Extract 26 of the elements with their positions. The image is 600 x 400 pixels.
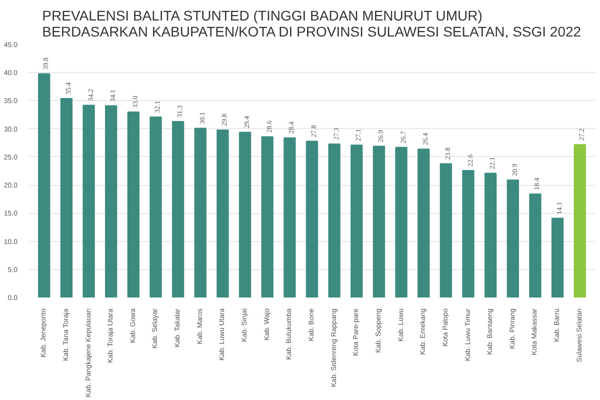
- bar: [529, 194, 542, 298]
- bar: [484, 172, 497, 298]
- bar: [395, 146, 408, 298]
- bar: [372, 146, 386, 298]
- bar: [506, 179, 519, 298]
- bar: [551, 218, 564, 298]
- bar: [150, 116, 162, 298]
- bar: [462, 170, 474, 298]
- bar: [284, 137, 296, 298]
- bar: [440, 163, 452, 298]
- bar: [105, 105, 118, 298]
- bar: [60, 98, 73, 298]
- bar: [38, 73, 50, 298]
- bar: [350, 144, 363, 298]
- bar: [328, 144, 340, 298]
- bar: [216, 129, 229, 298]
- bar: [127, 111, 140, 298]
- bar: [238, 132, 252, 298]
- chart-title: PREVALENSI BALITA STUNTED (TINGGI BADAN MENURUT UMUR) BERDASARKAN KABUPATEN/KOTA DI PROVINSI SULAWESI SELATAN, SSGI 2022: [42, 8, 582, 40]
- bar: [82, 104, 95, 298]
- bar: [306, 140, 318, 298]
- bar: [194, 128, 206, 298]
- bar: [172, 121, 184, 298]
- bar: [574, 144, 586, 298]
- bar: [418, 148, 430, 298]
- bar: [261, 136, 274, 298]
